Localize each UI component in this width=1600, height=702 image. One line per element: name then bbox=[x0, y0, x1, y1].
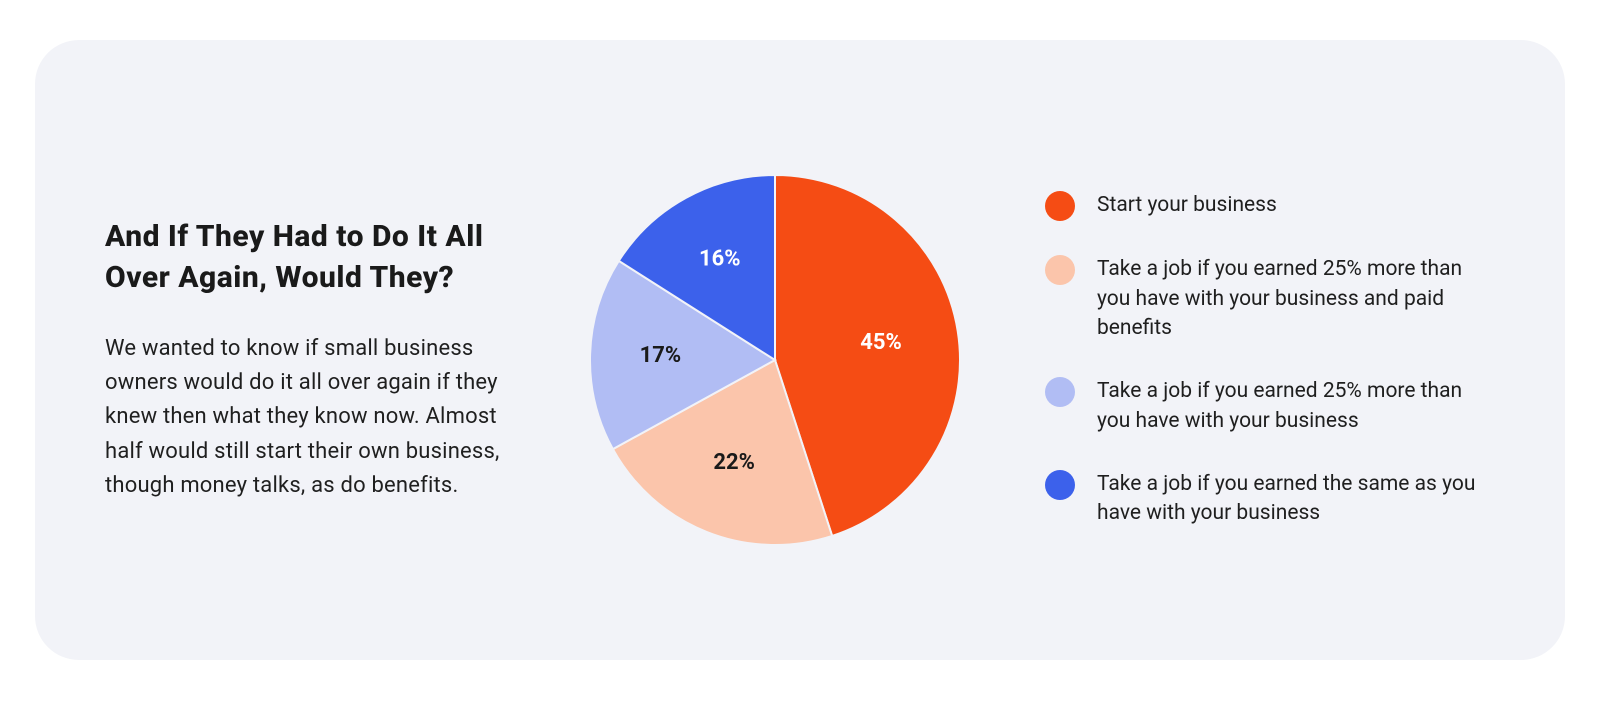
legend-swatch bbox=[1045, 191, 1075, 221]
legend-label: Take a job if you earned the same as you… bbox=[1097, 470, 1477, 529]
pie-slice-label: 45% bbox=[860, 330, 902, 355]
legend-label: Take a job if you earned 25% more than y… bbox=[1097, 255, 1477, 343]
info-card: And If They Had to Do It All Over Again,… bbox=[35, 40, 1565, 660]
legend-column: Start your business Take a job if you ea… bbox=[1015, 191, 1495, 529]
legend-swatch bbox=[1045, 470, 1075, 500]
pie-slice-label: 22% bbox=[713, 450, 755, 475]
legend-swatch bbox=[1045, 255, 1075, 285]
text-column: And If They Had to Do It All Over Again,… bbox=[105, 217, 535, 502]
card-body-text: We wanted to know if small business owne… bbox=[105, 332, 535, 502]
pie-chart: 45% 22% 17% 16% bbox=[590, 175, 960, 545]
legend-item: Take a job if you earned 25% more than y… bbox=[1045, 377, 1495, 436]
chart-column: 45% 22% 17% 16% bbox=[535, 175, 1015, 545]
pie-slice-label: 17% bbox=[640, 343, 682, 368]
legend-label: Start your business bbox=[1097, 191, 1277, 220]
legend-item: Start your business bbox=[1045, 191, 1495, 221]
legend-swatch bbox=[1045, 377, 1075, 407]
pie-slice-label: 16% bbox=[699, 246, 741, 271]
legend-label: Take a job if you earned 25% more than y… bbox=[1097, 377, 1477, 436]
card-title: And If They Had to Do It All Over Again,… bbox=[105, 217, 535, 298]
legend-item: Take a job if you earned the same as you… bbox=[1045, 470, 1495, 529]
legend-item: Take a job if you earned 25% more than y… bbox=[1045, 255, 1495, 343]
